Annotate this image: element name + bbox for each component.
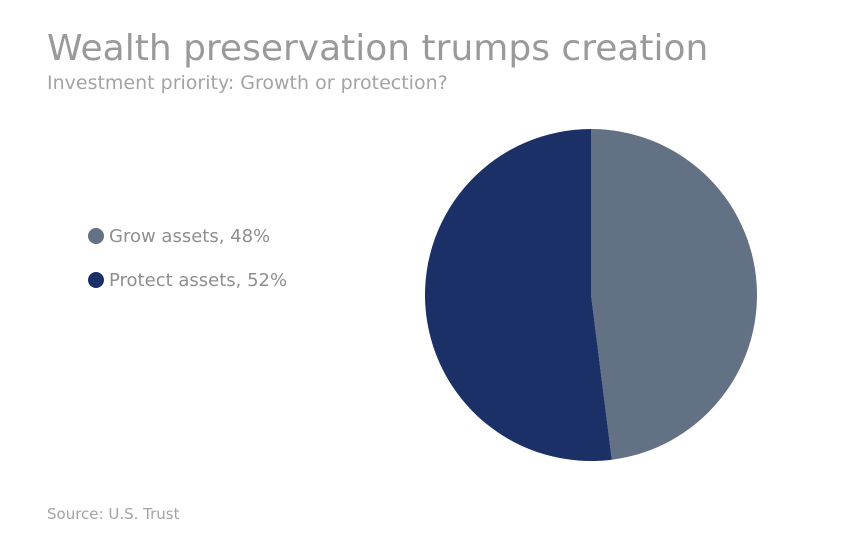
legend-item-protect-assets: Protect assets, 52% [88, 267, 287, 293]
chart-title: Wealth preservation trumps creation [47, 28, 709, 69]
pie-slice-protect-assets [424, 129, 612, 461]
legend-item-grow-assets: Grow assets, 48% [88, 223, 287, 249]
source-note: Source: U.S. Trust [47, 505, 180, 523]
legend-label-protect-assets: Protect assets, 52% [109, 269, 288, 291]
legend-swatch-protect-assets [88, 272, 104, 288]
chart-subtitle: Investment priority: Growth or protectio… [47, 72, 448, 94]
legend-swatch-grow-assets [88, 228, 104, 244]
chart-legend: Grow assets, 48% Protect assets, 52% [88, 223, 287, 311]
legend-label-grow-assets: Grow assets, 48% [109, 225, 271, 247]
pie-slice-grow-assets [591, 129, 757, 460]
